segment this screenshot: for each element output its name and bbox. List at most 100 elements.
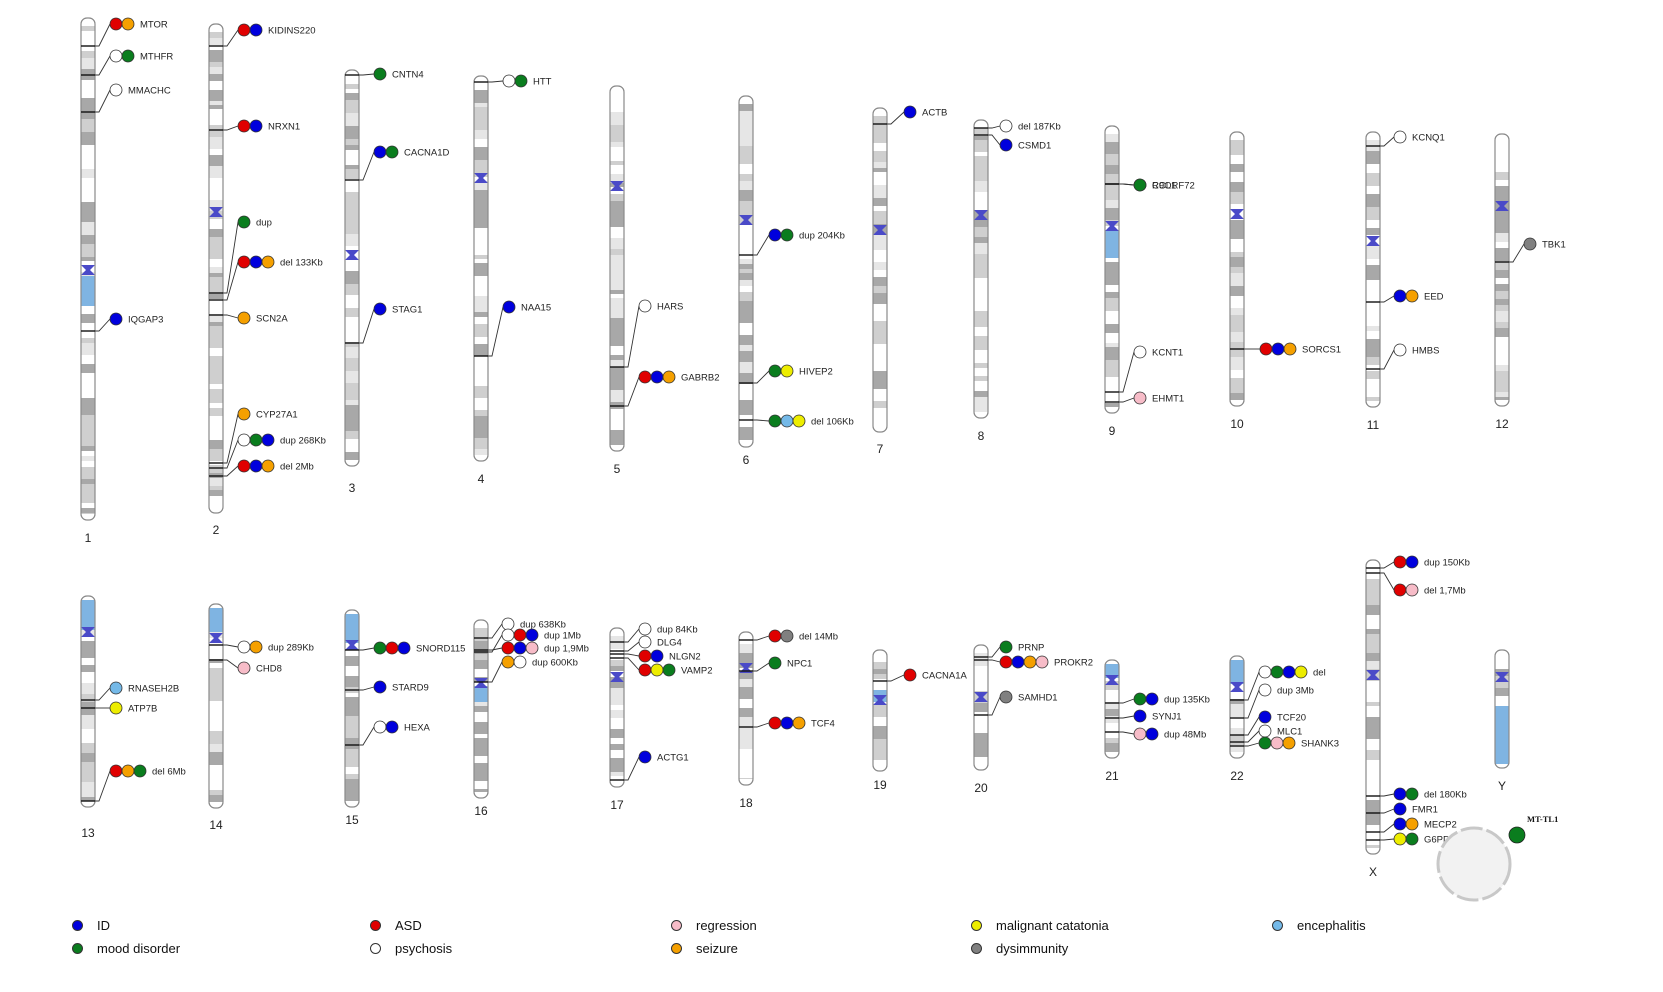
disorder-dot: [1133, 391, 1147, 405]
centromere: [209, 633, 223, 643]
chromosome-band: [345, 113, 359, 126]
locus-connector: [1380, 808, 1395, 814]
locus-marker: CHD8: [209, 659, 282, 675]
disorder-dot: [385, 720, 399, 734]
locus-connector: [223, 439, 239, 469]
locus-label: del 6Mb: [152, 767, 186, 778]
chromosome-band: [610, 705, 624, 710]
chromosome-band: [345, 329, 359, 342]
chromosome-band: [209, 155, 223, 166]
disorder-dot: [373, 67, 387, 81]
chromosome-band: [610, 718, 624, 729]
chromosome-band: [81, 169, 95, 178]
chromosome-band: [474, 763, 488, 773]
chromosome-band: [1230, 342, 1244, 353]
disorder-dot: [768, 414, 782, 428]
chromosome-band: [1495, 696, 1509, 701]
locus-marker: dup 84Kb: [610, 622, 698, 643]
chromosome-band: [974, 678, 988, 691]
chromosome-band: [345, 229, 359, 234]
locus-label: dup 48Mb: [1164, 730, 1206, 741]
chromosome-band: [610, 238, 624, 249]
locus-marker: CNTN4: [345, 67, 424, 81]
chromosome-band: [81, 314, 95, 323]
chromosome-band: [81, 456, 95, 461]
locus-marker: CYP27A1: [209, 407, 298, 464]
chromosome-band: [610, 142, 624, 147]
chromosome-band: [345, 767, 359, 774]
chromosome-band: [345, 431, 359, 439]
chromosome-band: [474, 130, 488, 139]
chromosome-label: 9: [1109, 424, 1116, 438]
chromosome-band: [209, 229, 223, 237]
chromosome-band: [81, 92, 95, 98]
locus-label: dup 638Kb: [520, 620, 566, 631]
locus-label: GABRB2: [681, 373, 720, 384]
chromosome-band: [1495, 337, 1509, 346]
locus-label: NAA15: [521, 303, 551, 314]
chromosome-band: [1366, 706, 1380, 717]
disorder-dot: [768, 656, 782, 670]
chromosome-band: [873, 389, 887, 396]
chromosome-band: [1105, 394, 1119, 403]
chromosome-band: [739, 384, 753, 392]
locus-connector: [1119, 715, 1135, 719]
locus-label: IQGAP3: [128, 315, 163, 326]
chromosome-band: [1105, 298, 1119, 311]
disorder-dot: [501, 628, 515, 642]
mito-circle: [1436, 826, 1512, 902]
locus-connector: [1380, 838, 1395, 841]
chromosome-outline: [344, 69, 360, 467]
chromosome-band: [1366, 304, 1380, 317]
locus-label: G6PD: [1424, 835, 1450, 846]
disorder-dot: [650, 649, 664, 663]
locus-label: dup 268Kb: [280, 436, 326, 447]
chromosome-band: [209, 398, 223, 403]
chromosome-band: [1366, 789, 1380, 800]
chromosome-band: [1105, 383, 1119, 394]
locus-marker: del: [1230, 665, 1326, 701]
chromosome-band: [81, 694, 95, 702]
chromosome-band: [209, 277, 223, 281]
chromosome-band: [209, 45, 223, 50]
chromosome-band: [1495, 221, 1509, 233]
chromosome-band: [209, 659, 223, 663]
chromosome-label: 13: [81, 826, 95, 840]
locus-connector: [1244, 716, 1260, 736]
chromosome-band: [610, 750, 624, 758]
disorder-dot: [1523, 237, 1537, 251]
locus-label: PRNP: [1018, 643, 1044, 654]
chromosome-band: [974, 269, 988, 278]
locus-marker: SAMHD1: [974, 690, 1058, 716]
chromosome-band: [209, 337, 223, 342]
chromosome-band: [1495, 299, 1509, 305]
chromosome-band: [1366, 634, 1380, 643]
chromosome-band: [474, 738, 488, 747]
locus-marker: SYNJ1: [1105, 709, 1182, 723]
chromosome-band: [610, 201, 624, 210]
chromosome-band: [474, 263, 488, 276]
locus-label: dup 3Mb: [1277, 686, 1314, 697]
chromosome-band: [739, 120, 753, 133]
chromosome-band: [739, 392, 753, 400]
locus-connector: [1244, 689, 1260, 719]
chromosome-band: [1366, 588, 1380, 592]
locus-marker: IQGAP3: [81, 312, 163, 332]
chromosome-band: [610, 434, 624, 441]
chromosome-band: [1366, 343, 1380, 352]
chromosome-band: [1366, 280, 1380, 291]
chromosome-band: [81, 155, 95, 161]
disorder-dot: [1393, 130, 1407, 144]
disorder-dot: [1405, 583, 1419, 597]
chromosome-band: [610, 422, 624, 430]
disorder-dot: [237, 661, 251, 675]
chromosome-band: [1105, 193, 1119, 200]
locus-label: HTT: [533, 77, 552, 88]
chromosome-band: [974, 357, 988, 363]
chromosome-band: [974, 723, 988, 733]
chromosome-band: [345, 179, 359, 192]
locus-label: MECP2: [1424, 820, 1457, 831]
chromosome-band: [209, 166, 223, 178]
locus-connector: [988, 134, 1001, 146]
